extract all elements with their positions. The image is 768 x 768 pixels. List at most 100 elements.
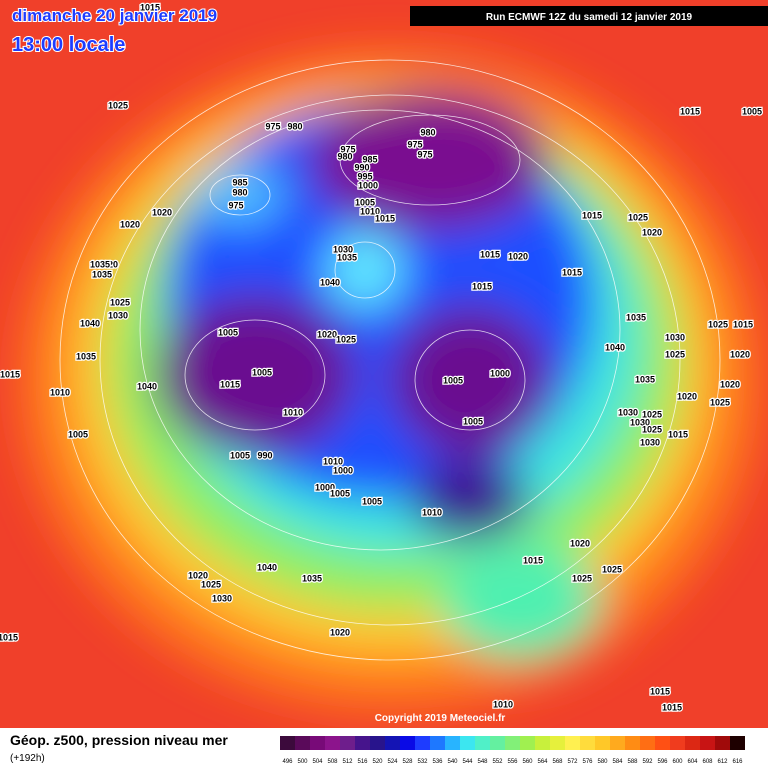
scale-label: 516 (357, 759, 368, 765)
scale-swatch (385, 736, 400, 750)
scale-label: 524 (387, 759, 398, 765)
scale-swatch (610, 736, 625, 750)
scale-swatch (520, 736, 535, 750)
pressure-label: 1040 (80, 318, 100, 328)
date: dimanche 20 janvier 2019 (12, 6, 217, 25)
scale-label: 608 (702, 759, 713, 765)
scale-label: 520 (372, 759, 383, 765)
pressure-label: 1005 (68, 429, 88, 439)
scale-swatch (355, 736, 370, 750)
pressure-label: 1040 (605, 342, 625, 352)
scale-swatch (445, 736, 460, 750)
pressure-label: 1000 (358, 180, 378, 190)
scale-swatch (325, 736, 340, 750)
scale-label: 616 (732, 759, 743, 765)
footer-lead: (+192h) (10, 753, 45, 764)
pressure-label: 1025 (336, 334, 356, 344)
scale-swatch (700, 736, 715, 750)
scale-label: 512 (342, 759, 353, 765)
pressure-label: 1005 (230, 450, 250, 460)
scale-label: 560 (522, 759, 533, 765)
pressure-label: 1015 (523, 555, 543, 565)
scale-swatch (715, 736, 730, 750)
pressure-label: 1030 (333, 244, 353, 254)
pressure-label: 1005 (362, 496, 382, 506)
scale-label: 548 (477, 759, 488, 765)
pressure-label: 985 (362, 154, 377, 164)
scale-label: 588 (627, 759, 638, 765)
scale-swatch (535, 736, 550, 750)
scale-label: 552 (492, 759, 503, 765)
pressure-label: 1005 (252, 367, 272, 377)
pressure-label: 1015 (0, 632, 18, 642)
pressure-label: 990 (354, 162, 369, 172)
pressure-label: 1025 (642, 424, 662, 434)
scale-swatch (295, 736, 310, 750)
scale-swatch (370, 736, 385, 750)
pressure-label: 975 (407, 139, 422, 149)
pressure-label: 1005 (218, 327, 238, 337)
pressure-label: 1005 (355, 197, 375, 207)
scale-swatch (685, 736, 700, 750)
scale-label: 496 (282, 759, 293, 765)
pressure-label: 1005 (742, 106, 762, 116)
scale-swatch (595, 736, 610, 750)
pressure-label: 1035 (302, 573, 322, 583)
pressure-label: 1020 (98, 259, 118, 269)
pressure-label: 1035 (337, 252, 357, 262)
time: 13:00 locale (12, 34, 125, 56)
pressure-label: 1020 (508, 251, 528, 261)
scale-label: 564 (537, 759, 548, 765)
pressure-label: 1025 (628, 212, 648, 222)
pressure-label: 1025 (642, 409, 662, 419)
pressure-label: 1020 (642, 227, 662, 237)
pressure-label: 1015 (220, 379, 240, 389)
pressure-label: 1040 (137, 381, 157, 391)
scale-swatch (505, 736, 520, 750)
pressure-label: 1000 (315, 482, 335, 492)
pressure-label: 975 (340, 144, 355, 154)
pressure-label: 1020 (330, 627, 350, 637)
pressure-label: 1025 (602, 564, 622, 574)
scale-label: 580 (597, 759, 608, 765)
scale-label: 612 (717, 759, 728, 765)
pressure-label: 995 (357, 171, 372, 181)
scale-swatch (730, 736, 745, 750)
scale-label: 592 (642, 759, 653, 765)
pressure-label: 990 (257, 450, 272, 460)
scale-label: 568 (552, 759, 563, 765)
scale-label: 528 (402, 759, 413, 765)
pressure-label: 975 (228, 200, 243, 210)
scale-swatch (640, 736, 655, 750)
pressure-label: 1015 (733, 319, 753, 329)
scale-swatch (655, 736, 670, 750)
scale-label: 576 (582, 759, 593, 765)
pressure-label: 1025 (710, 397, 730, 407)
pressure-label: 1035 (76, 351, 96, 361)
run-box (410, 6, 768, 26)
pressure-label: 1030 (665, 332, 685, 342)
copyright: Copyright 2019 Meteociel.fr (375, 713, 506, 724)
pressure-label: 1035 (635, 374, 655, 384)
scale-swatch (550, 736, 565, 750)
pressure-label: 1025 (708, 319, 728, 329)
field (0, 0, 768, 728)
scale-label: 540 (447, 759, 458, 765)
scale-label: 604 (687, 759, 698, 765)
pressure-label: 1025 (110, 297, 130, 307)
scale-label: 532 (417, 759, 428, 765)
scale-label: 544 (462, 759, 473, 765)
pressure-label: 1015 (680, 106, 700, 116)
scale-label: 584 (612, 759, 623, 765)
pressure-label: 1020 (730, 349, 750, 359)
scale-label: 596 (657, 759, 668, 765)
pressure-label: 1015 (562, 267, 582, 277)
pressure-label: 1025 (665, 349, 685, 359)
scale-swatch (565, 736, 580, 750)
scale-label: 536 (432, 759, 443, 765)
scale-swatch (340, 736, 355, 750)
pressure-label: 1010 (493, 699, 513, 709)
pressure-label: 1020 (317, 329, 337, 339)
pressure-label: 1005 (330, 488, 350, 498)
